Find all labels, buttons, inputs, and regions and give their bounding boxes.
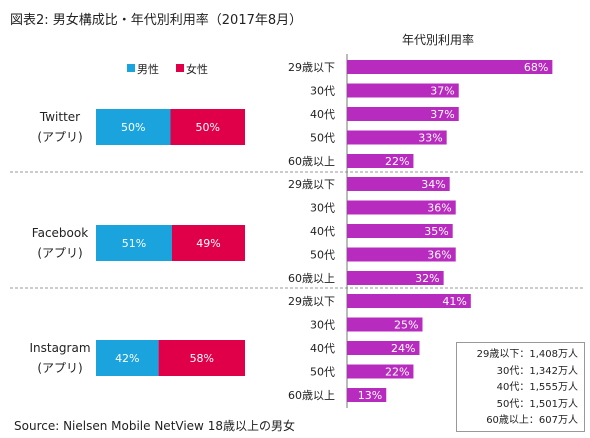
male-share-label: 51% — [122, 237, 146, 250]
app-name-label: Instagram — [29, 341, 90, 355]
app-name-label: Facebook — [32, 226, 88, 240]
age-category-label: 40代 — [310, 225, 335, 238]
base-count-line: 40代：1,555万人 — [496, 382, 578, 393]
base-count-box: 29歳以下：1,408万人 30代：1,342万人 40代：1,555万人 50… — [456, 342, 585, 432]
age-category-label: 60歳以上 — [288, 155, 335, 168]
age-usage-bar — [347, 107, 459, 121]
age-usage-label: 34% — [421, 178, 445, 191]
age-usage-label: 68% — [524, 61, 548, 74]
age-usage-label: 41% — [442, 295, 466, 308]
age-usage-label: 37% — [430, 85, 454, 98]
age-usage-bar — [347, 60, 553, 74]
age-category-label: 29歳以下 — [288, 61, 335, 74]
app-name-label: Twitter — [39, 110, 80, 124]
age-usage-bar — [347, 341, 420, 355]
age-usage-label: 25% — [394, 319, 418, 332]
base-count-line: 30代：1,342万人 — [496, 365, 578, 377]
age-usage-label: 13% — [358, 389, 382, 402]
right-panel-title: 年代別利用率 — [402, 32, 474, 47]
age-usage-bar — [347, 177, 450, 191]
age-usage-label: 22% — [385, 155, 409, 168]
legend-male-label: 男性 — [137, 62, 159, 76]
age-category-label: 50代 — [310, 366, 335, 379]
legend-female-swatch — [176, 64, 184, 72]
age-usage-label: 32% — [415, 272, 439, 285]
age-usage-bar — [347, 317, 423, 332]
male-share-bar — [96, 340, 159, 376]
age-category-label: 50代 — [310, 132, 335, 145]
age-category-label: 50代 — [310, 249, 335, 262]
female-share-bar — [158, 340, 245, 376]
age-category-label: 29歳以下 — [288, 295, 335, 308]
male-share-bar — [96, 109, 171, 145]
female-share-label: 50% — [196, 121, 220, 134]
chart-title: 図表2: 男女構成比・年代別利用率（2017年8月） — [10, 12, 302, 28]
female-share-bar — [171, 225, 245, 261]
male-share-label: 50% — [121, 121, 145, 134]
male-share-bar — [96, 225, 172, 261]
base-count-line: 60歳以上：607万人 — [486, 415, 578, 426]
female-share-label: 58% — [190, 352, 214, 365]
age-category-label: 40代 — [310, 342, 335, 355]
age-usage-bar — [347, 83, 459, 98]
age-usage-label: 33% — [418, 132, 442, 145]
app-subtitle-label: (アプリ) — [37, 246, 82, 260]
chart-marks: 50% 50% Twitter (アプリ) 51% 49% Facebook (アプリ) 42%… — [10, 54, 585, 408]
age-usage-bar — [347, 294, 471, 308]
age-usage-label: 37% — [430, 108, 454, 121]
age-usage-bar — [347, 154, 414, 168]
age-usage-label: 24% — [391, 342, 415, 355]
legend-male-swatch — [127, 64, 135, 72]
age-category-label: 30代 — [310, 202, 335, 215]
age-usage-bar — [347, 271, 444, 285]
age-usage-label: 22% — [385, 366, 409, 379]
age-category-label: 29歳以下 — [288, 178, 335, 191]
male-share-label: 42% — [115, 352, 139, 365]
age-category-label: 60歳以上 — [288, 272, 335, 285]
age-usage-label: 36% — [427, 202, 451, 215]
female-share-bar — [170, 109, 245, 145]
age-category-label: 60歳以上 — [288, 389, 335, 402]
age-usage-bar — [347, 224, 453, 238]
age-category-label: 30代 — [310, 85, 335, 98]
base-count-line: 29歳以下：1,408万人 — [476, 349, 578, 360]
age-usage-bar — [347, 388, 387, 402]
female-share-label: 49% — [196, 237, 220, 250]
age-usage-label: 36% — [427, 249, 451, 262]
age-category-label: 40代 — [310, 108, 335, 121]
source-note: Source: Nielsen Mobile NetView 18歳以上の男女 — [14, 418, 295, 433]
app-subtitle-label: (アプリ) — [37, 130, 82, 144]
age-usage-bar — [347, 200, 456, 215]
age-usage-bar — [347, 364, 414, 379]
legend-female-label: 女性 — [186, 62, 208, 76]
age-usage-bar — [347, 130, 447, 145]
app-subtitle-label: (アプリ) — [37, 361, 82, 375]
legend: 男性 女性 — [127, 62, 208, 76]
age-category-label: 30代 — [310, 319, 335, 332]
age-usage-label: 35% — [424, 225, 448, 238]
age-usage-bar — [347, 247, 456, 262]
base-count-line: 50代：1,501万人 — [496, 398, 578, 410]
